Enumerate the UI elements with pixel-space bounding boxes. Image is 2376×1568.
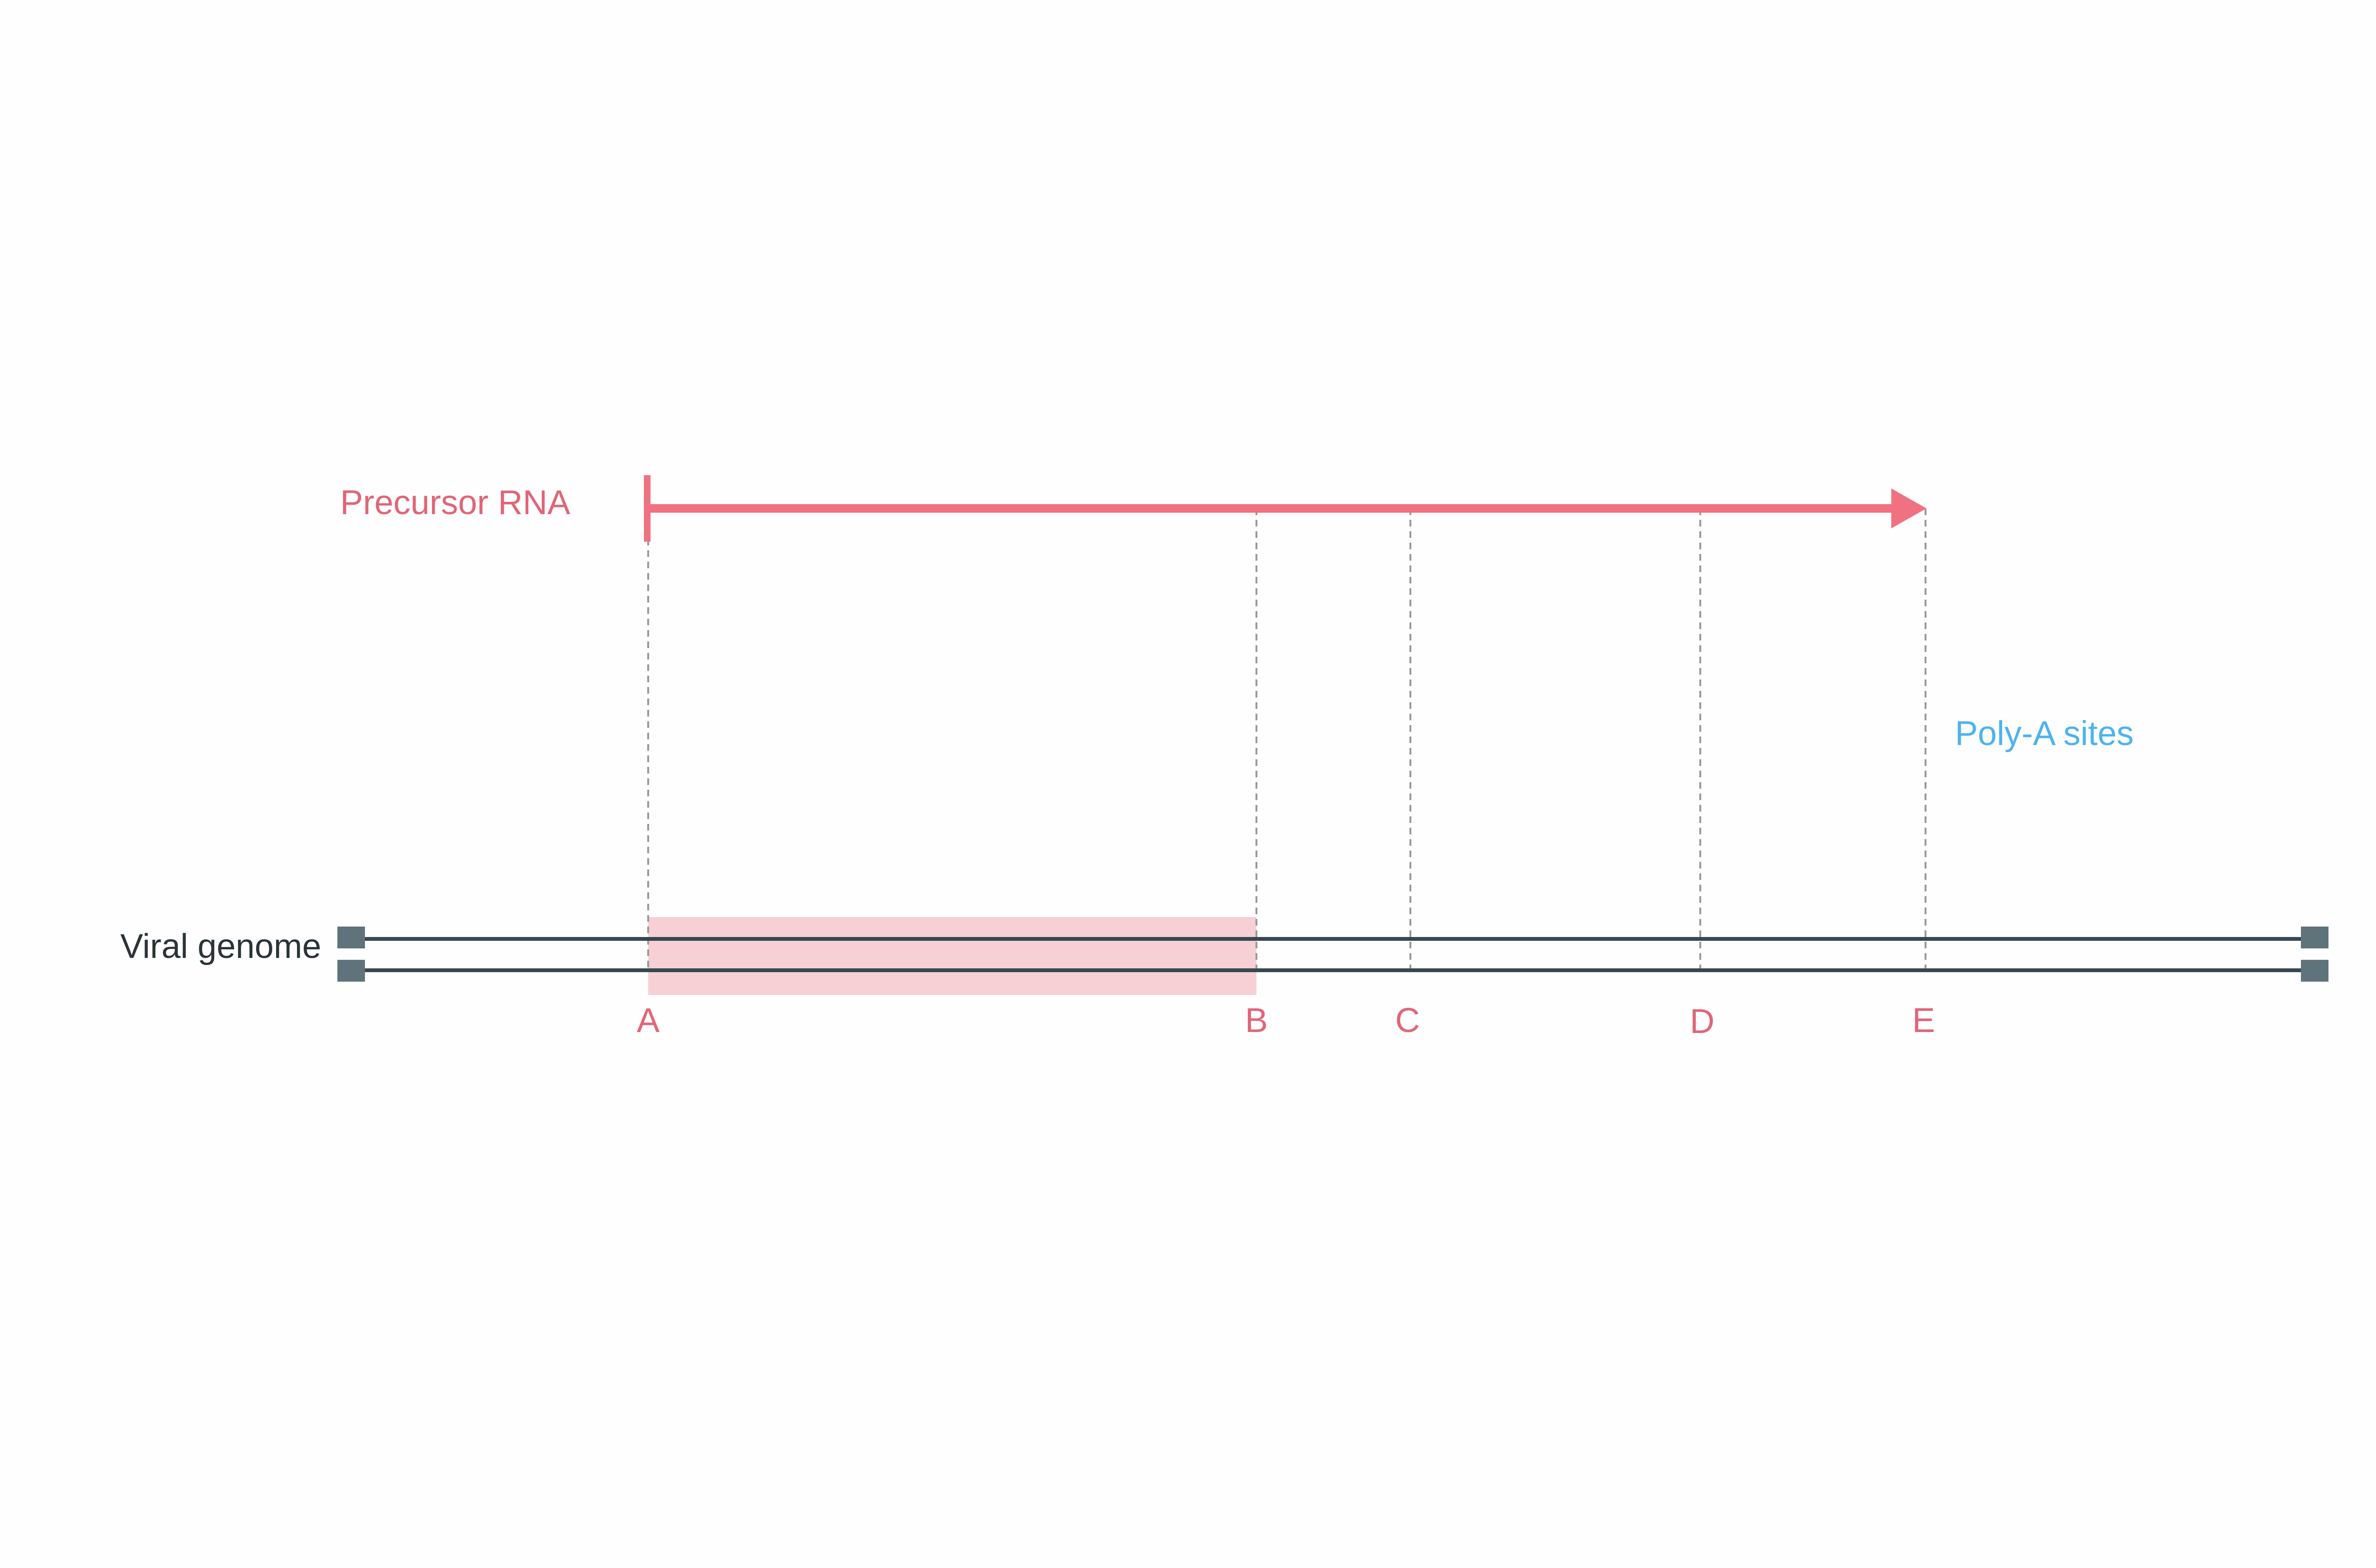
viral-genome [337, 927, 2328, 982]
genome-cap-right-bottom [2301, 960, 2328, 982]
guide-lines [647, 508, 1926, 969]
polya-sites-label: Poly-A sites [1955, 715, 2134, 753]
site-label-c: C [1395, 1002, 1420, 1040]
precursor-rna-label: Precursor RNA [340, 484, 570, 522]
precursor-rna-arrow [644, 475, 1926, 542]
highlight-region-a-b [648, 917, 1256, 995]
viral-genome-label: Viral genome [120, 927, 321, 966]
site-label-a: A [637, 1002, 660, 1040]
site-label-e: E [1912, 1002, 1935, 1040]
site-labels: A B C D E [637, 1002, 1935, 1041]
genome-cap-left-top [337, 927, 365, 948]
genome-cap-right-top [2301, 927, 2328, 948]
rna-arrowhead [1891, 488, 1926, 528]
genome-cap-left-bottom [337, 960, 365, 982]
site-label-d: D [1690, 1003, 1715, 1041]
site-label-b: B [1245, 1002, 1268, 1040]
